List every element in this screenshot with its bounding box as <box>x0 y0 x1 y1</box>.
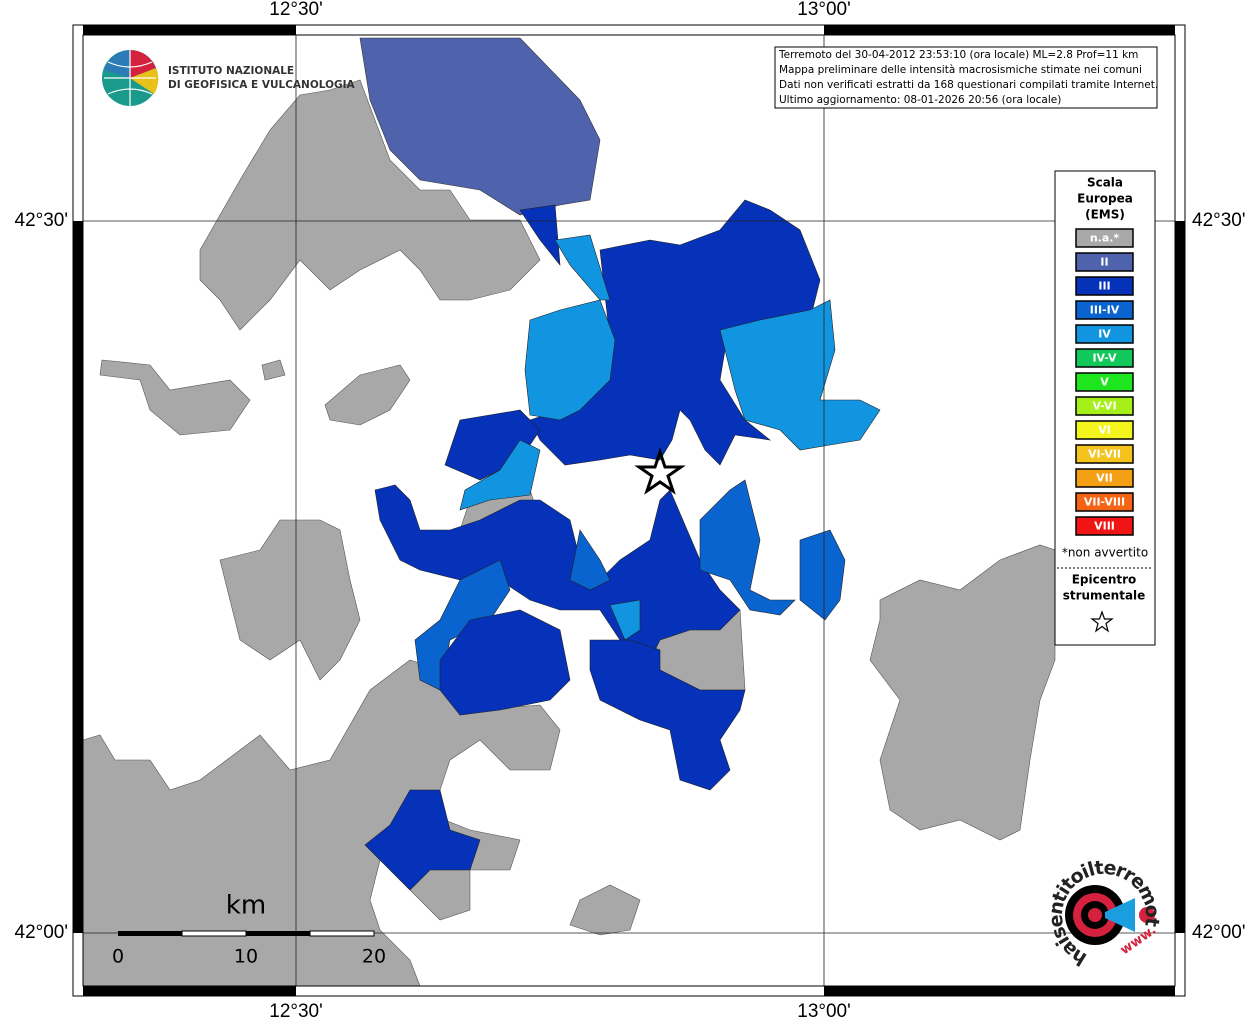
legend: ScalaEuropea(EMS)n.a.*IIIIIIII-IVIVIV-VV… <box>1054 170 1156 646</box>
legend-swatch <box>1075 468 1134 488</box>
area-iv <box>459 439 541 511</box>
area-iv <box>609 599 641 641</box>
legend-label: VI-VII <box>1088 448 1121 461</box>
info-line: Terremoto del 30-04-2012 23:53:10 (ora l… <box>778 49 1138 61</box>
legend-epicenter: strumentale <box>1063 589 1146 603</box>
legend-swatch <box>1075 492 1134 512</box>
area-iii-iv <box>569 529 611 591</box>
area-na <box>219 519 361 681</box>
area-na <box>99 359 251 436</box>
legend-label: III <box>1098 280 1110 293</box>
latitude-label: 42°00' <box>15 922 69 943</box>
legend-title: Scala <box>1087 176 1123 190</box>
legend-swatch <box>1075 252 1134 272</box>
latitude-label: 42°30' <box>15 210 69 231</box>
legend-swatch <box>1075 396 1134 416</box>
epicenter-star <box>634 447 686 495</box>
area-na <box>324 364 411 426</box>
info-box: Terremoto del 30-04-2012 23:53:10 (ora l… <box>774 46 1158 109</box>
legend-swatch <box>1075 324 1134 344</box>
legend-swatch <box>1075 228 1134 248</box>
info-line: Ultimo aggiornamento: 08-01-2026 20:56 (… <box>779 94 1061 106</box>
scale-label: 20 <box>362 946 386 968</box>
logo-text: ISTITUTO NAZIONALE <box>168 65 294 77</box>
legend-epicenter: Epicentro <box>1072 573 1137 587</box>
area-iii <box>589 639 746 791</box>
longitude-label: 12°30' <box>269 0 323 20</box>
legend-label: VII <box>1096 472 1113 485</box>
legend-label: III-IV <box>1090 304 1120 317</box>
legend-label: IV <box>1098 328 1111 341</box>
area-iv <box>554 234 611 301</box>
area-na <box>199 79 541 331</box>
legend-note: *non avvertito <box>1062 546 1148 560</box>
legend-swatch <box>1075 276 1134 296</box>
scale-label: 0 <box>112 946 124 968</box>
latitude-label: 42°30' <box>1192 210 1246 231</box>
area-iv <box>719 299 881 451</box>
legend-label: V-VI <box>1092 400 1116 413</box>
area-iii-iv <box>799 529 846 621</box>
info-line: Mappa preliminare delle intensità macros… <box>779 64 1142 76</box>
legend-swatch <box>1075 516 1134 536</box>
legend-label: V <box>1100 376 1109 389</box>
legend-swatch <box>1075 348 1134 368</box>
municipalities <box>82 37 1056 987</box>
scale-label: 10 <box>234 946 258 968</box>
legend-title: Europea <box>1077 192 1133 206</box>
longitude-label: 12°30' <box>269 1001 323 1022</box>
longitude-label: 13°00' <box>797 0 851 20</box>
legend-swatch <box>1075 444 1134 464</box>
longitude-label: 13°00' <box>797 1001 851 1022</box>
scale-unit: km <box>226 891 266 921</box>
info-line: Dati non verificati estratti da 168 ques… <box>779 79 1158 91</box>
latitude-label: 42°00' <box>1192 922 1246 943</box>
area-iii <box>364 789 481 891</box>
legend-label: VII-VIII <box>1084 496 1125 509</box>
legend-label: VI <box>1098 424 1111 437</box>
map-frame <box>72 24 1186 997</box>
legend-title: (EMS) <box>1085 208 1125 222</box>
area-iv <box>524 299 616 421</box>
area-iii-iv <box>414 559 511 691</box>
legend-label: IV-V <box>1092 352 1117 365</box>
area-na <box>869 544 1056 841</box>
ingv-logo: ISTITUTO NAZIONALE DI GEOFISICA E VULCAN… <box>102 50 356 106</box>
area-iii <box>439 609 571 716</box>
area-iii <box>519 204 561 266</box>
legend-swatch <box>1075 372 1134 392</box>
scale-bar: km 0 10 20 <box>112 891 386 968</box>
legend-label: VIII <box>1094 520 1115 533</box>
legend-swatch <box>1075 300 1134 320</box>
legend-star <box>1090 610 1114 633</box>
legend-swatch <box>1075 420 1134 440</box>
area-iii-iv <box>699 479 796 616</box>
area-na <box>569 884 641 936</box>
area-na <box>261 359 286 381</box>
area-iii <box>529 199 821 466</box>
legend-label: II <box>1100 256 1108 269</box>
legend-label: n.a.* <box>1090 232 1120 245</box>
logo-text: DI GEOFISICA E VULCANOLOGIA <box>168 79 356 91</box>
area-na <box>82 659 561 987</box>
